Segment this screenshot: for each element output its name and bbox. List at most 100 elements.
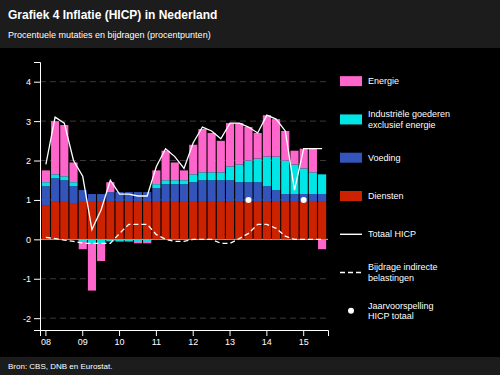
bar <box>309 149 317 173</box>
legend-label: Totaal HICP <box>368 229 416 239</box>
bar <box>152 188 160 202</box>
bar <box>198 180 206 202</box>
bar <box>189 202 197 239</box>
bar <box>180 170 188 180</box>
plot-area <box>42 115 326 290</box>
x-tick-label: 09 <box>78 337 88 347</box>
bar <box>217 141 225 173</box>
bar <box>171 163 179 181</box>
bar <box>263 186 271 202</box>
x-tick: 14 <box>262 330 272 347</box>
bar <box>244 127 252 161</box>
bar <box>290 151 298 165</box>
y-tick-label: -2 <box>23 314 31 324</box>
legend-item: Energie <box>340 76 399 86</box>
legend-swatch <box>340 234 362 235</box>
title: Grafiek 4 Inflatie (HICP) in Nederland <box>8 8 217 22</box>
y-axis-line <box>34 63 41 331</box>
bar <box>318 194 326 202</box>
bar <box>189 174 197 182</box>
bar <box>143 239 151 243</box>
bar <box>69 186 77 204</box>
y-tick-mark <box>34 161 40 162</box>
bar <box>171 202 179 239</box>
legend-label: Energie <box>368 76 399 86</box>
grid-line <box>40 81 328 82</box>
bar <box>115 239 123 241</box>
bar <box>134 192 142 202</box>
x-axis: 0809101112131415 <box>41 330 329 347</box>
x-tick-mark <box>303 330 304 336</box>
bar <box>226 180 234 202</box>
bar <box>143 202 151 239</box>
bar <box>69 204 77 239</box>
x-axis-line <box>41 331 329 337</box>
y-tick-label: 1 <box>26 195 31 205</box>
bar <box>318 174 326 194</box>
bar <box>281 194 289 202</box>
bar <box>309 202 317 239</box>
x-tick-label: 13 <box>225 337 235 347</box>
x-tick: 13 <box>225 330 235 347</box>
grid-line <box>40 318 328 319</box>
legend-label: JaarvoorspellingHICP totaal <box>368 301 434 322</box>
bar <box>263 157 271 187</box>
bar <box>115 239 123 241</box>
x-tick-mark <box>156 330 157 336</box>
point <box>301 197 307 203</box>
bar <box>88 202 96 239</box>
line <box>46 224 322 243</box>
bar <box>171 180 179 184</box>
point <box>245 197 251 203</box>
bar <box>97 202 105 239</box>
bar <box>162 202 170 239</box>
bar <box>272 157 280 191</box>
x-tick-label: 15 <box>299 337 309 347</box>
bar <box>300 168 308 194</box>
bar <box>318 202 326 239</box>
bar <box>272 190 280 202</box>
x-tick: 10 <box>115 330 125 347</box>
x-tick-mark <box>119 330 120 336</box>
bar <box>42 206 50 240</box>
bar <box>134 202 142 239</box>
bar <box>180 180 188 184</box>
y-tick-mark <box>34 279 40 280</box>
x-tick: 15 <box>299 330 309 347</box>
bar <box>69 182 77 186</box>
legend-label: Industriële goederenexclusief energie <box>368 109 450 130</box>
grid-line <box>40 278 328 279</box>
bar <box>208 133 216 172</box>
bar <box>106 202 114 239</box>
bar <box>254 133 262 159</box>
legend-label: Voeding <box>368 153 401 163</box>
bar <box>115 202 123 239</box>
bar <box>88 194 96 202</box>
bar <box>97 239 105 261</box>
bar <box>51 202 59 239</box>
x-tick-mark <box>193 330 194 336</box>
bar <box>254 159 262 183</box>
source-note: Bron: CBS, DNB en Eurostat. <box>8 362 113 371</box>
x-tick-label: 10 <box>115 337 125 347</box>
x-tick: 12 <box>188 330 198 347</box>
bar <box>309 194 317 202</box>
x-tick-label: 12 <box>188 337 198 347</box>
x-tick-mark <box>82 330 83 336</box>
bar <box>106 192 114 202</box>
y-axis: -2-101234 <box>23 63 41 331</box>
y-tick: -2 <box>23 314 40 324</box>
bar <box>272 202 280 239</box>
bar <box>51 178 59 202</box>
legend-swatch <box>340 191 362 201</box>
y-tick: 4 <box>26 77 40 87</box>
bar <box>125 239 133 241</box>
legend-swatch <box>340 114 362 124</box>
bar <box>254 182 262 202</box>
bar <box>208 172 216 180</box>
bar <box>143 239 151 241</box>
bar <box>60 176 68 180</box>
bar <box>226 123 234 166</box>
bar <box>217 180 225 202</box>
bar <box>152 184 160 188</box>
